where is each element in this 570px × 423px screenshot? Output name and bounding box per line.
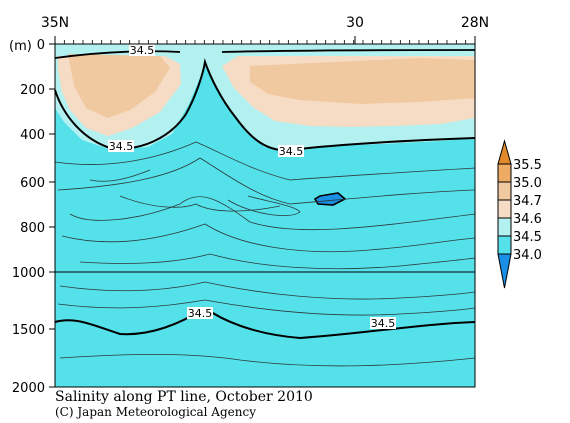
colorbar-label: 34.0 — [513, 248, 542, 263]
colorbar-label: 34.5 — [513, 230, 542, 245]
thin-contour — [59, 353, 476, 367]
colorbar-swatch — [497, 235, 512, 255]
contour-34-5-surface — [54, 49, 476, 59]
contour-label: 34.5 — [109, 140, 134, 153]
y-tick-label: 800 — [20, 221, 45, 236]
low-salinity-lens — [313, 192, 347, 206]
thin-contour — [79, 253, 476, 270]
colorbar-swatch — [497, 217, 512, 237]
contour-34-5-deep — [54, 306, 476, 340]
high-salinity-east — [250, 58, 475, 104]
colorbar-label: 34.6 — [513, 212, 542, 227]
colorbar-label: 34.7 — [513, 194, 542, 209]
plot-frame — [54, 43, 476, 388]
contour-label-bg — [108, 140, 134, 152]
high-salinity-west — [68, 54, 170, 118]
thin-contour — [227, 195, 301, 216]
colorbar-swatch — [497, 181, 512, 201]
contour-label: 34.5 — [130, 44, 155, 57]
contour-label: 34.5 — [371, 317, 396, 330]
colorbar-swatch — [497, 163, 512, 183]
y-tick-label: 0 — [37, 38, 45, 53]
colorbar-swatch — [497, 199, 512, 219]
y-tick-label: 1500 — [12, 323, 45, 338]
x-tick-label: 28N — [461, 15, 489, 31]
x-tick-label: 30 — [346, 15, 364, 31]
thin-contour — [59, 281, 476, 300]
thin-contour — [57, 157, 476, 205]
thin-contour — [89, 169, 151, 182]
y-axis-unit: (m) — [9, 39, 32, 54]
y-tick-label: 600 — [20, 176, 45, 191]
y-tick-label: 1000 — [12, 266, 45, 281]
y-tick-label: 2000 — [12, 381, 45, 396]
thin-contour — [54, 141, 476, 181]
thin-contour — [119, 195, 281, 212]
contour-label-bg — [370, 317, 396, 329]
thin-contour — [69, 196, 476, 231]
chart-title: Salinity along PT line, October 2010 — [55, 389, 313, 405]
contour-label-bg — [129, 44, 155, 56]
colorbar-label: 35.5 — [513, 158, 542, 173]
contour-label-bg — [187, 307, 213, 319]
x-tick-label: 35N — [41, 15, 69, 31]
contour-label-bg — [278, 145, 304, 157]
thin-contour — [61, 223, 476, 253]
thin-contour — [57, 299, 476, 316]
chart-credit: (C) Japan Meteorological Agency — [55, 405, 256, 419]
colorbar-bottom-triangle — [497, 253, 512, 289]
colorbar-top-triangle — [497, 139, 512, 165]
y-tick-label: 200 — [20, 83, 45, 98]
contour-label: 34.5 — [188, 307, 213, 320]
contour-label: 34.5 — [279, 145, 304, 158]
colorbar-label: 35.0 — [513, 176, 542, 191]
y-tick-label: 400 — [20, 128, 45, 143]
